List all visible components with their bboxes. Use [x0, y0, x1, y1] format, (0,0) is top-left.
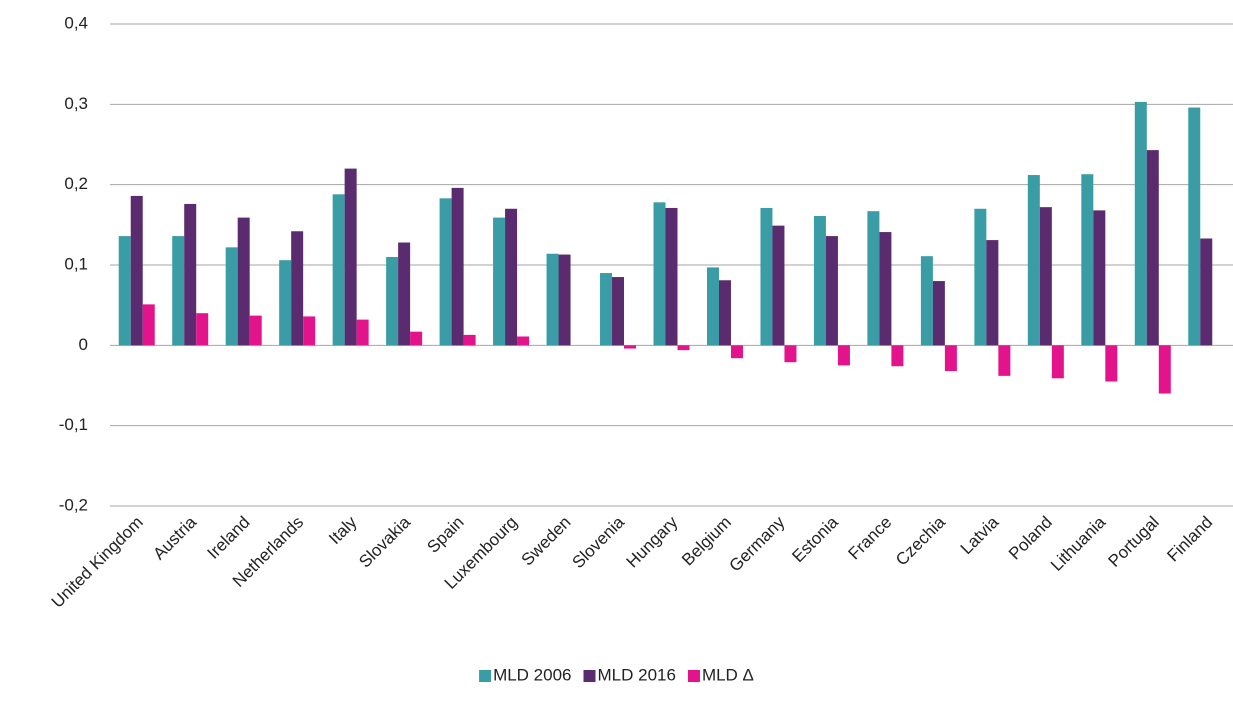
bar [612, 277, 625, 346]
bar [279, 260, 292, 346]
legend: MLD 2006 MLD 2016 MLD Δ [479, 665, 754, 684]
bar [118, 236, 131, 346]
bar [718, 280, 731, 346]
bar [463, 334, 476, 346]
bar [332, 194, 345, 346]
x-tick-label: Finland [1163, 513, 1216, 566]
bar [665, 207, 678, 346]
bar [772, 225, 785, 346]
x-tick-label: Ireland [203, 513, 253, 563]
bar [558, 254, 571, 346]
y-tick-label: 0 [79, 335, 88, 354]
y-tick-label: -0,1 [59, 415, 88, 434]
bar [1158, 345, 1171, 394]
bar [1039, 207, 1052, 346]
bar [493, 217, 506, 346]
bar [624, 345, 637, 349]
x-tick-label: United Kingdom [48, 513, 147, 612]
y-tick-label: -0,2 [59, 495, 88, 514]
bar [451, 187, 464, 346]
x-tick-label: Slovakia [355, 512, 414, 571]
x-tick-label: Lithuania [1047, 512, 1110, 575]
bar [303, 316, 316, 346]
bar [891, 345, 904, 367]
legend-label: MLD Δ [702, 665, 754, 684]
bar [677, 345, 690, 351]
bar [1051, 345, 1064, 379]
bar [986, 240, 999, 346]
bar [1105, 345, 1118, 382]
bar [410, 331, 423, 346]
legend-swatch [479, 670, 492, 682]
bar [932, 281, 945, 346]
bar [920, 256, 933, 346]
x-tick-label: Slovenia [568, 512, 628, 572]
bar [356, 319, 369, 346]
bar [879, 232, 892, 346]
y-tick-label: 0,4 [64, 13, 88, 32]
bar [1027, 175, 1040, 346]
x-tick-label: Spain [423, 513, 467, 557]
x-tick-label: Estonia [788, 512, 842, 566]
bar [944, 345, 957, 372]
bar [142, 304, 155, 346]
bar [172, 236, 185, 346]
bar [344, 168, 357, 346]
bar [730, 345, 743, 359]
bar [653, 202, 666, 346]
bar [1134, 101, 1147, 346]
bar [546, 253, 559, 346]
bar [867, 211, 880, 346]
bar [825, 236, 838, 346]
bar [784, 345, 797, 363]
bar [600, 273, 613, 346]
x-tick-label: Portugal [1105, 513, 1163, 571]
bar [1200, 238, 1213, 346]
x-tick-label: Czechia [892, 512, 949, 569]
bar [837, 345, 850, 366]
bar [291, 231, 304, 346]
bar [1188, 107, 1201, 346]
y-tick-label: 0,2 [64, 174, 88, 193]
bar [505, 208, 518, 346]
legend-swatch [583, 670, 596, 682]
x-tick-label: Italy [325, 512, 361, 548]
bar [398, 242, 411, 346]
bar [974, 208, 987, 346]
bar [998, 345, 1011, 376]
x-tick-label: Latvia [957, 512, 1003, 558]
x-tick-label: Austria [149, 512, 200, 563]
bar [1081, 174, 1094, 346]
bar [1093, 210, 1106, 346]
bar [706, 267, 719, 346]
bar [184, 203, 197, 346]
x-tick-label: Germany [726, 512, 789, 575]
x-tick-label: Sweden [518, 513, 575, 570]
y-tick-label: 0,1 [64, 254, 88, 273]
x-tick-label: Poland [1005, 513, 1056, 564]
bar [813, 215, 826, 346]
bar [130, 195, 143, 346]
x-tick-label: Hungary [623, 512, 682, 571]
legend-label: MLD 2006 [493, 665, 571, 684]
bar [237, 217, 250, 346]
bar [196, 313, 209, 346]
bar [1146, 150, 1159, 346]
legend-label: MLD 2016 [598, 665, 676, 684]
bar [249, 315, 262, 346]
bar [760, 207, 773, 346]
bar [225, 247, 238, 346]
y-tick-label: 0,3 [64, 94, 88, 113]
legend-swatch [687, 670, 700, 682]
x-tick-label: France [845, 513, 896, 564]
bar [517, 336, 530, 346]
bar [439, 198, 452, 346]
bar [386, 256, 399, 346]
